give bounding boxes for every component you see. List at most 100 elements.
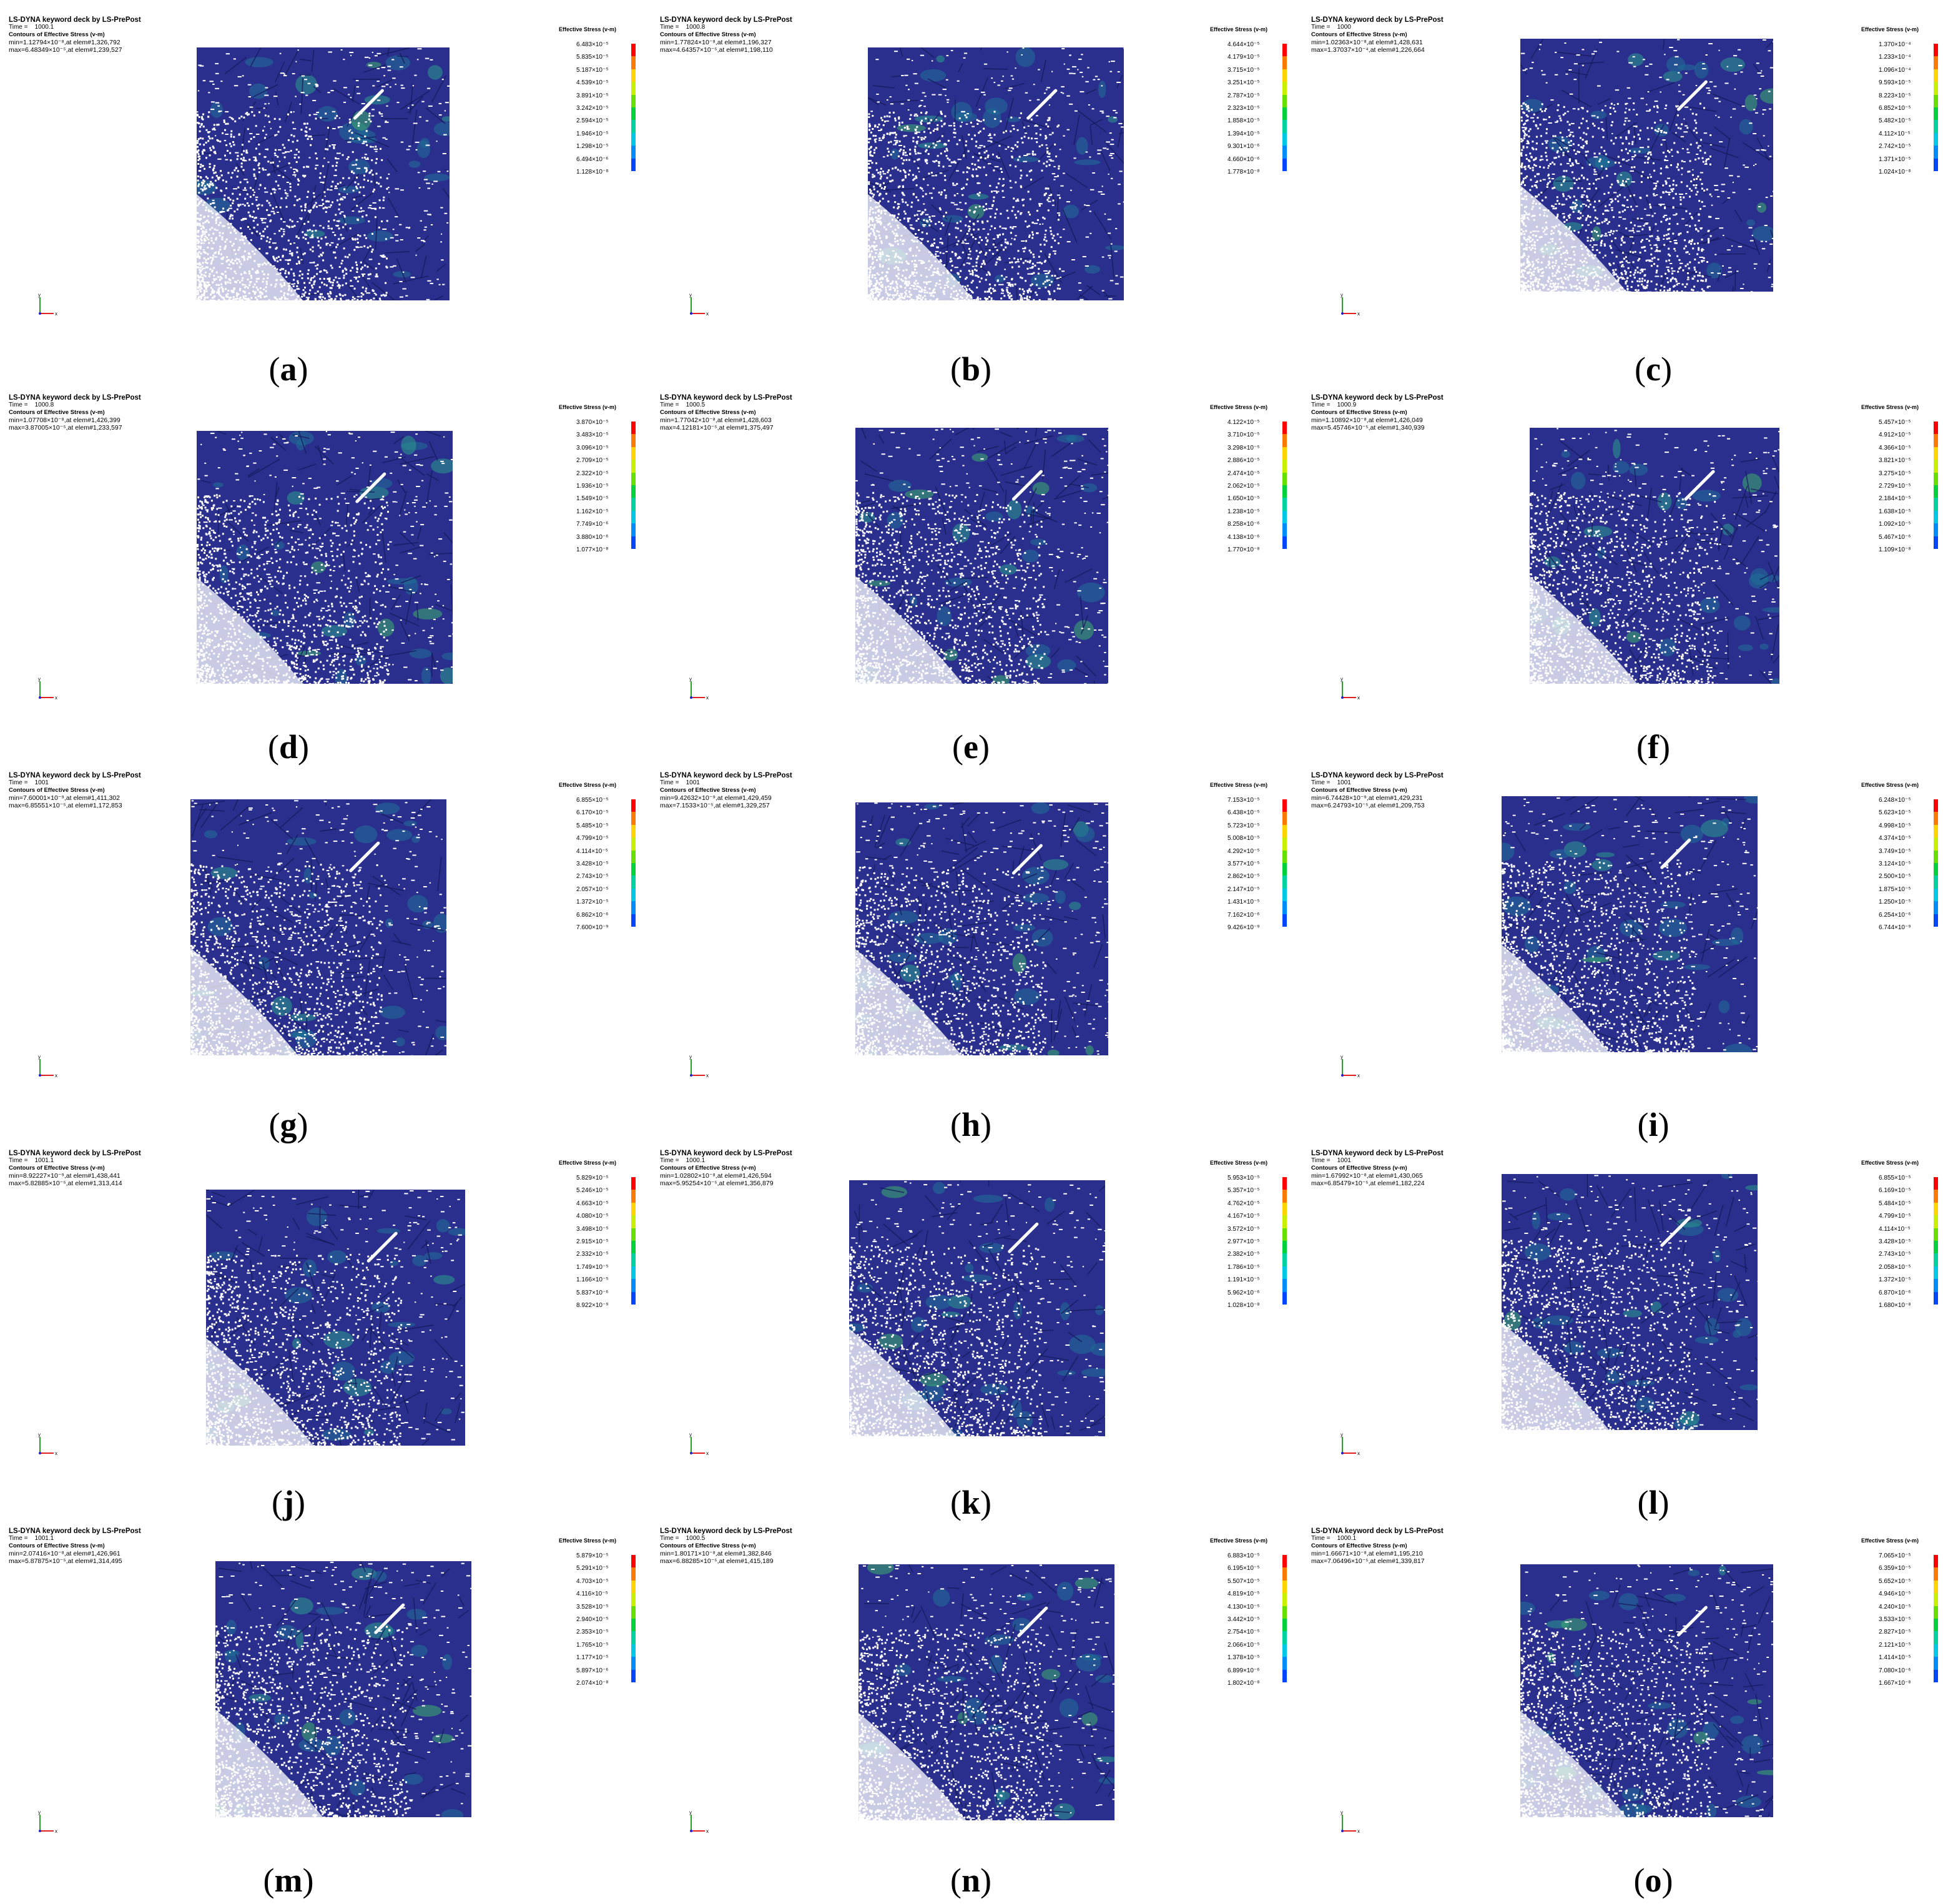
legend-color-swatch	[631, 1606, 636, 1619]
legend-value: 3.870×10⁻⁵	[576, 417, 608, 429]
panel-m: LS-DYNA keyword deck by LS-PrePost Time =…	[0, 1511, 651, 1899]
max-readout: max=5.45746×10⁻⁵,at elem#1,340,939	[1311, 424, 1444, 432]
legend-value: 3.251×10⁻⁵	[1227, 77, 1259, 89]
legend-value: 6.170×10⁻⁵	[576, 807, 609, 819]
legend-values: 7.153×10⁻⁵ 6.438×10⁻⁵ 5.723×10⁻⁵ 5.008×10⁻⁵…	[1227, 794, 1260, 934]
legend-color-swatch	[631, 485, 636, 498]
legend-color-swatch	[1934, 460, 1938, 473]
min-readout: min=1.10892×10⁻⁸,at elem#1,426,049	[1311, 417, 1444, 424]
legend-value: 9.301×10⁻⁶	[1227, 141, 1259, 153]
panel-caption: (g)	[251, 1105, 326, 1144]
legend-value: 6.359×10⁻⁵	[1879, 1562, 1911, 1575]
legend-value: 4.114×10⁻⁵	[576, 846, 609, 858]
max-readout: max=5.87875×10⁻⁵,at elem#1,314,495	[9, 1557, 141, 1565]
legend-color-swatch	[1934, 1215, 1938, 1228]
header-title: LS-DYNA keyword deck by LS-PrePost	[660, 1150, 792, 1157]
legend-value: 3.533×10⁻⁵	[1879, 1614, 1911, 1626]
panel-header: LS-DYNA keyword deck by LS-PrePost Time =…	[660, 1150, 792, 1187]
legend-value: 4.799×10⁻⁵	[576, 832, 609, 845]
legend-value: 3.572×10⁻⁵	[1227, 1223, 1259, 1236]
legend-color-swatch	[631, 1291, 636, 1305]
min-readout: min=1.07708×10⁻⁸,at elem#1,426,399	[9, 417, 141, 424]
legend-color-swatch	[1282, 1580, 1287, 1594]
legend-title: Effective Stress (v-m)	[1210, 26, 1267, 32]
panel-d: LS-DYNA keyword deck by LS-PrePost Time =…	[0, 378, 651, 766]
time-readout: Time = 1001.1	[9, 1157, 141, 1165]
legend-color-swatch	[1282, 1669, 1287, 1682]
time-readout: Time = 1001	[660, 779, 792, 787]
svg-text:x: x	[55, 311, 57, 317]
mesh-texture	[197, 431, 453, 684]
time-prefix: Time =	[660, 402, 679, 408]
legend-value: 1.875×10⁻⁵	[1879, 884, 1911, 896]
contour-label: Contours of Effective Stress (v-m)	[660, 1165, 792, 1172]
panel-caption: (e)	[933, 728, 1008, 766]
panel-header: LS-DYNA keyword deck by LS-PrePost Time =…	[660, 394, 792, 432]
legend-color-swatch	[631, 56, 636, 69]
legend-value: 1.650×10⁻⁵	[1227, 493, 1259, 505]
axis-triad-icon: yx	[1341, 1432, 1360, 1456]
legend-value: 4.539×10⁻⁵	[576, 77, 608, 89]
legend-value: 4.660×10⁻⁶	[1227, 154, 1259, 166]
legend-color-swatch	[631, 510, 636, 524]
legend-color-swatch	[1934, 901, 1938, 914]
legend-value: 7.080×10⁻⁶	[1879, 1665, 1911, 1677]
legend-color-swatch	[1282, 1606, 1287, 1619]
legend-color-swatch	[1282, 82, 1287, 95]
time-readout: Time = 1001	[9, 779, 141, 787]
fragmented-region	[215, 1709, 323, 1817]
fragmented-region	[868, 194, 975, 300]
legend-value: 2.500×10⁻⁵	[1879, 871, 1911, 883]
legend-color-swatch	[1934, 422, 1938, 435]
time-readout: Time = 1000.1	[1311, 1535, 1444, 1542]
legend-color-swatch	[1934, 1202, 1938, 1216]
legend-value: 5.507×10⁻⁵	[1227, 1576, 1259, 1588]
legend-color-swatch	[1934, 1618, 1938, 1632]
time-value: 1001	[1337, 779, 1351, 786]
legend-values: 5.879×10⁻⁵ 5.291×10⁻⁵ 4.703×10⁻⁵ 4.116×10⁻⁵…	[576, 1550, 608, 1690]
time-prefix: Time =	[1311, 1157, 1330, 1164]
axis-triad-icon: yx	[1341, 292, 1360, 317]
legend-color-swatch	[1934, 44, 1938, 57]
legend-color-swatch	[631, 1644, 636, 1657]
header-title: LS-DYNA keyword deck by LS-PrePost	[9, 1150, 141, 1157]
legend-values: 5.457×10⁻⁵ 4.912×10⁻⁵ 4.366×10⁻⁵ 3.821×10⁻⁵…	[1879, 417, 1911, 556]
legend-value: 1.667×10⁻⁸	[1879, 1677, 1911, 1690]
max-readout: max=6.85551×10⁻⁵,at elem#1,172,853	[9, 802, 141, 809]
legend-color-swatch	[631, 1669, 636, 1682]
header-title: LS-DYNA keyword deck by LS-PrePost	[1311, 1527, 1444, 1535]
legend-value: 5.246×10⁻⁵	[576, 1185, 609, 1197]
legend-value: 3.483×10⁻⁵	[576, 429, 608, 441]
legend-value: 6.855×10⁻⁵	[1879, 1172, 1911, 1185]
contour-label: Contours of Effective Stress (v-m)	[660, 409, 792, 417]
legend-value: 5.879×10⁻⁵	[576, 1550, 608, 1562]
legend-value: 1.549×10⁻⁵	[576, 493, 608, 505]
panel-caption: (j)	[251, 1483, 326, 1522]
legend-color-swatch	[1282, 1567, 1287, 1581]
legend-color-swatch	[631, 799, 636, 812]
legend-color-swatch	[1282, 132, 1287, 146]
legend-value: 1.936×10⁻⁵	[576, 480, 608, 493]
time-value: 1001.1	[35, 1157, 54, 1164]
legend-value: 6.862×10⁻⁶	[576, 909, 609, 922]
axis-triad-icon: yx	[689, 1432, 709, 1456]
legend-color-bar	[1934, 422, 1938, 549]
fragmented-region	[197, 194, 303, 300]
header-title: LS-DYNA keyword deck by LS-PrePost	[660, 394, 792, 402]
legend-color-swatch	[631, 1240, 636, 1254]
legend-color-swatch	[631, 1567, 636, 1581]
panel-caption: (f)	[1616, 728, 1691, 766]
legend-color-swatch	[1934, 837, 1938, 851]
legend-value: 1.431×10⁻⁵	[1227, 896, 1260, 909]
panel-caption: (l)	[1616, 1483, 1691, 1522]
legend-value: 1.096×10⁻⁴	[1879, 64, 1911, 77]
legend-color-swatch	[1934, 132, 1938, 146]
legend-color-swatch	[1282, 94, 1287, 107]
legend-value: 1.749×10⁻⁵	[576, 1261, 609, 1274]
legend-value: 1.765×10⁻⁵	[576, 1639, 608, 1652]
legend-value: 4.703×10⁻⁵	[576, 1576, 608, 1588]
time-prefix: Time =	[1311, 402, 1330, 408]
legend-value: 2.323×10⁻⁵	[1227, 102, 1259, 115]
legend-value: 7.065×10⁻⁵	[1879, 1550, 1911, 1562]
legend-color-bar	[1934, 1177, 1938, 1305]
